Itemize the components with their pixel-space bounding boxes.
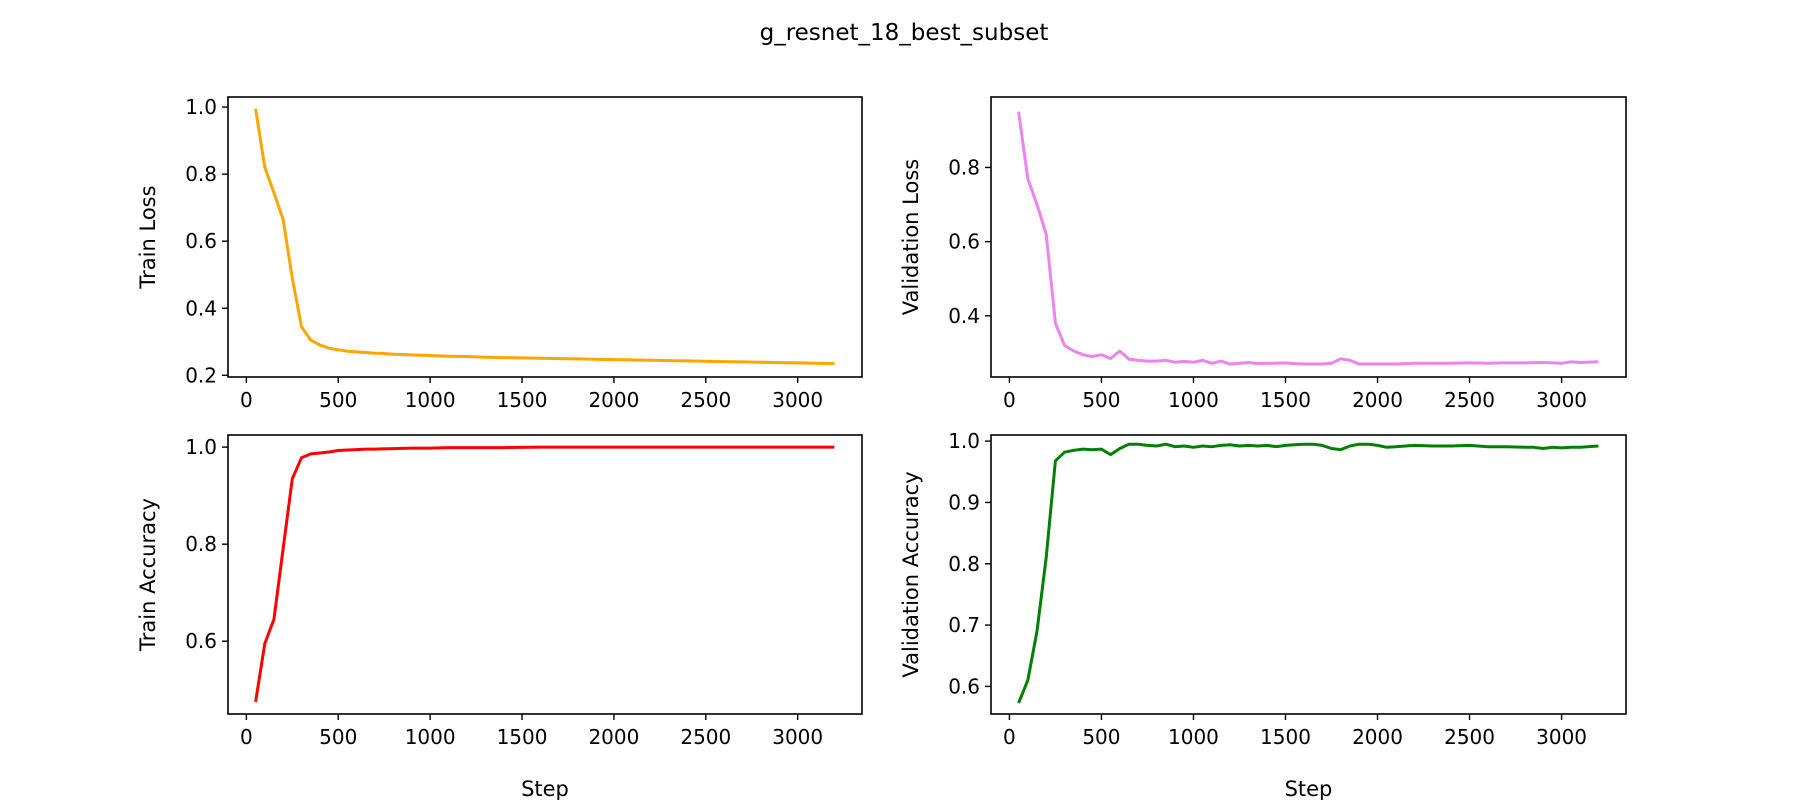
validation-accuracy-xtick-label: 2000	[1352, 725, 1403, 749]
train-accuracy-xtick-label: 3000	[772, 725, 823, 749]
validation-accuracy-ytick-label: 0.8	[948, 552, 980, 576]
validation-accuracy-xtick-label: 1000	[1168, 725, 1219, 749]
train-accuracy-xtick-label: 0	[240, 725, 253, 749]
train-accuracy-xtick-label: 2500	[680, 725, 731, 749]
train-loss-line	[254, 108, 835, 366]
validation-loss-xtick-label: 3000	[1536, 388, 1587, 412]
subplots: 0 500 1000 1500 2000 2500 3000 0.2 0.4 0.6 0.8 1.0 T…	[136, 95, 1627, 800]
train-accuracy-ytick-label: 0.8	[185, 532, 217, 556]
train-loss-axes-frame	[227, 96, 863, 378]
validation-loss-line	[1017, 111, 1599, 366]
subplot-validation-loss: 0 500 1000 1500 2000 2500 3000 0.4 0.6 0.8 Validat…	[899, 96, 1627, 412]
train-accuracy-xtick-label: 500	[319, 725, 357, 749]
train-accuracy-axes-frame	[227, 434, 863, 715]
train-loss-xtick-label: 500	[319, 388, 357, 412]
validation-loss-axes-frame	[990, 96, 1627, 378]
validation-accuracy-line	[1017, 442, 1599, 704]
validation-accuracy-ytick-label: 0.7	[948, 613, 980, 637]
train-loss-xtick-label: 0	[240, 388, 253, 412]
validation-accuracy-ytick-label: 0.6	[948, 674, 980, 698]
validation-loss-xtick-label: 500	[1082, 388, 1120, 412]
train-accuracy-ytick-label: 0.6	[185, 629, 217, 653]
validation-accuracy-xtick-label: 0	[1003, 725, 1016, 749]
validation-loss-ytick-label: 0.6	[948, 230, 980, 254]
validation-loss-xtick-label: 1000	[1168, 388, 1219, 412]
train-loss-ytick-label: 0.6	[185, 229, 217, 253]
validation-accuracy-xlabel: Step	[1285, 777, 1333, 800]
train-accuracy-xtick-label: 1000	[405, 725, 456, 749]
validation-accuracy-xtick-label: 2500	[1444, 725, 1495, 749]
train-accuracy-xtick-label: 2000	[588, 725, 639, 749]
train-loss-xtick-label: 3000	[772, 388, 823, 412]
subplot-validation-accuracy: 0 500 1000 1500 2000 2500 3000 0.6 0.7 0.8 0.9 1.0 V…	[899, 429, 1627, 800]
train-loss-ytick-label: 0.8	[185, 162, 217, 186]
validation-accuracy-ytick-label: 0.9	[948, 490, 980, 514]
train-loss-ytick-label: 0.2	[185, 363, 217, 387]
train-accuracy-line	[254, 445, 835, 703]
validation-loss-xtick-label: 2000	[1352, 388, 1403, 412]
train-accuracy-xlabel: Step	[521, 777, 569, 800]
validation-accuracy-xtick-label: 500	[1082, 725, 1120, 749]
validation-accuracy-xtick-label: 1500	[1260, 725, 1311, 749]
figure-title: g_resnet_18_best_subset	[760, 20, 1049, 46]
validation-loss-xtick-label: 1500	[1260, 388, 1311, 412]
train-loss-xtick-label: 2500	[680, 388, 731, 412]
validation-loss-xtick-label: 0	[1003, 388, 1016, 412]
validation-accuracy-axes-frame	[990, 434, 1627, 715]
validation-accuracy-ylabel: Validation Accuracy	[899, 471, 923, 677]
train-accuracy-xtick-label: 1500	[497, 725, 548, 749]
validation-accuracy-ytick-label: 1.0	[948, 429, 980, 453]
train-accuracy-ylabel: Train Accuracy	[136, 498, 160, 652]
subplot-train-accuracy: 0 500 1000 1500 2000 2500 3000 0.6 0.8 1.0 Train A…	[136, 434, 863, 800]
train-loss-xtick-label: 2000	[588, 388, 639, 412]
train-loss-xtick-label: 1000	[405, 388, 456, 412]
subplot-train-loss: 0 500 1000 1500 2000 2500 3000 0.2 0.4 0.6 0.8 1.0 T…	[136, 95, 863, 412]
train-accuracy-ytick-label: 1.0	[185, 435, 217, 459]
validation-loss-ytick-label: 0.8	[948, 155, 980, 179]
validation-accuracy-xtick-label: 3000	[1536, 725, 1587, 749]
validation-loss-xtick-label: 2500	[1444, 388, 1495, 412]
train-loss-ylabel: Train Loss	[136, 185, 160, 289]
validation-loss-ytick-label: 0.4	[948, 304, 980, 328]
validation-loss-ylabel: Validation Loss	[899, 159, 923, 315]
train-loss-ytick-label: 1.0	[185, 95, 217, 119]
train-loss-xtick-label: 1500	[497, 388, 548, 412]
train-loss-ytick-label: 0.4	[185, 296, 217, 320]
